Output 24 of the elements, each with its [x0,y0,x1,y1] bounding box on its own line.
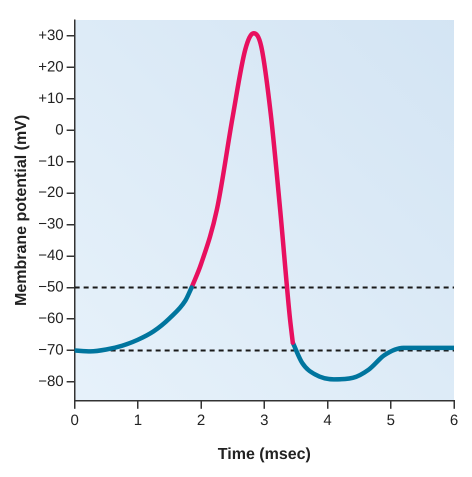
x-tick-label: 5 [386,412,395,429]
x-tick-label: 4 [323,412,332,429]
line-series [74,285,194,354]
y-axis-title: Membrane potential (mV) [13,114,30,306]
y-tick-label: −20 [38,184,64,202]
y-tick-label: −80 [38,373,64,390]
y-tick-label: −50 [38,278,64,296]
y-tick-label: −10 [38,152,64,170]
y-tick-label: −40 [38,247,64,264]
x-tick-label: 1 [134,412,142,429]
y-tick-label: −60 [38,310,64,328]
y-tick-label: +10 [38,90,64,107]
y-tick-label: +20 [38,58,64,76]
x-tick-label: 6 [450,412,458,429]
x-tick-label: 3 [260,412,268,429]
y-tick-label: −30 [38,216,64,233]
x-axis-title: Time (msec) [218,446,311,463]
y-tick-label: +30 [38,26,64,44]
y-tick-label: −70 [38,342,64,359]
line-series [290,340,454,382]
line-series [189,30,296,345]
x-tick-label: 0 [70,412,79,429]
y-tick-label: 0 [55,121,64,138]
x-tick-label: 2 [196,412,206,429]
